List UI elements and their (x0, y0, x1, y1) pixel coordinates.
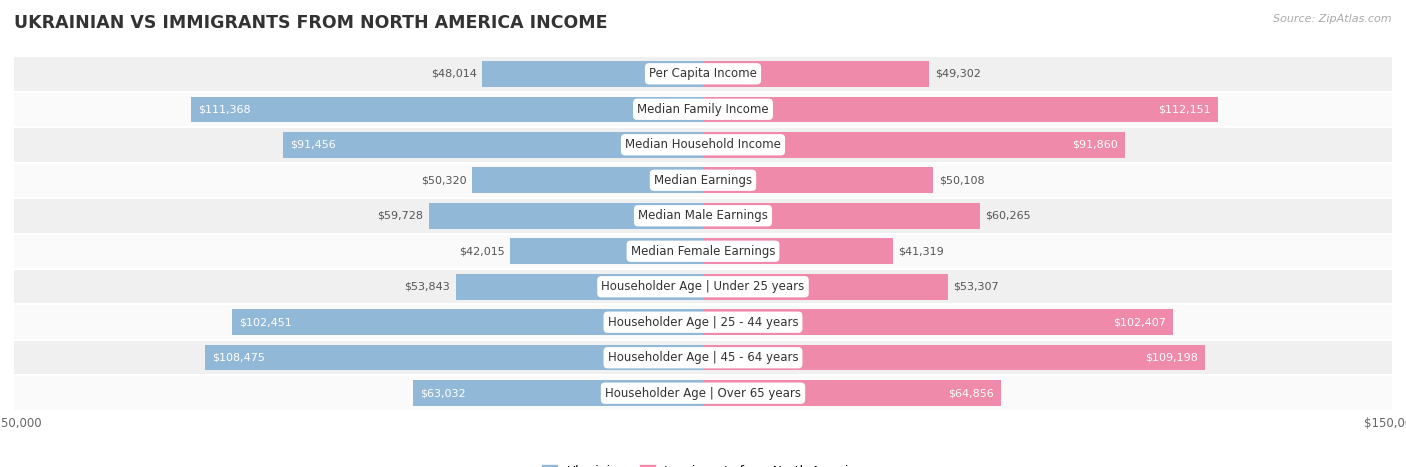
Text: $50,320: $50,320 (420, 175, 467, 185)
Text: $91,860: $91,860 (1073, 140, 1118, 150)
Bar (283, 132, 703, 157)
Bar (703, 97, 1218, 122)
Bar (456, 274, 703, 299)
Text: Householder Age | 25 - 44 years: Householder Age | 25 - 44 years (607, 316, 799, 329)
Bar (14, 198, 1392, 234)
Text: Source: ZipAtlas.com: Source: ZipAtlas.com (1274, 14, 1392, 24)
Bar (703, 239, 893, 264)
Bar (14, 375, 1392, 411)
Text: $42,015: $42,015 (458, 246, 505, 256)
Bar (191, 97, 703, 122)
Bar (703, 61, 929, 86)
Text: UKRAINIAN VS IMMIGRANTS FROM NORTH AMERICA INCOME: UKRAINIAN VS IMMIGRANTS FROM NORTH AMERI… (14, 14, 607, 32)
Bar (14, 340, 1392, 375)
Text: Per Capita Income: Per Capita Income (650, 67, 756, 80)
Text: $102,451: $102,451 (239, 317, 292, 327)
Legend: Ukrainian, Immigrants from North America: Ukrainian, Immigrants from North America (537, 460, 869, 467)
Text: Householder Age | Under 25 years: Householder Age | Under 25 years (602, 280, 804, 293)
Bar (232, 310, 703, 335)
Text: $108,475: $108,475 (212, 353, 264, 363)
Text: $53,843: $53,843 (405, 282, 450, 292)
Bar (14, 304, 1392, 340)
Bar (472, 168, 703, 193)
Text: $60,265: $60,265 (986, 211, 1031, 221)
Text: $91,456: $91,456 (290, 140, 336, 150)
Text: $111,368: $111,368 (198, 104, 252, 114)
Bar (703, 310, 1174, 335)
Bar (703, 381, 1001, 406)
Text: $49,302: $49,302 (935, 69, 981, 79)
Text: Median Earnings: Median Earnings (654, 174, 752, 187)
Text: Median Female Earnings: Median Female Earnings (631, 245, 775, 258)
Text: $53,307: $53,307 (953, 282, 1000, 292)
Text: Householder Age | 45 - 64 years: Householder Age | 45 - 64 years (607, 351, 799, 364)
Text: $59,728: $59,728 (377, 211, 423, 221)
Bar (703, 274, 948, 299)
Text: $41,319: $41,319 (898, 246, 943, 256)
Text: $64,856: $64,856 (948, 388, 994, 398)
Bar (14, 269, 1392, 304)
Bar (429, 203, 703, 228)
Bar (703, 168, 934, 193)
Text: $102,407: $102,407 (1114, 317, 1167, 327)
Text: Median Male Earnings: Median Male Earnings (638, 209, 768, 222)
Bar (14, 56, 1392, 92)
Bar (703, 345, 1205, 370)
Text: Median Household Income: Median Household Income (626, 138, 780, 151)
Bar (14, 127, 1392, 163)
Bar (14, 163, 1392, 198)
Text: $48,014: $48,014 (432, 69, 477, 79)
Bar (14, 92, 1392, 127)
Text: $63,032: $63,032 (420, 388, 465, 398)
Text: $50,108: $50,108 (939, 175, 984, 185)
Text: $109,198: $109,198 (1144, 353, 1198, 363)
Text: Median Family Income: Median Family Income (637, 103, 769, 116)
Text: Householder Age | Over 65 years: Householder Age | Over 65 years (605, 387, 801, 400)
Bar (703, 203, 980, 228)
Bar (14, 234, 1392, 269)
Bar (703, 132, 1125, 157)
Text: $112,151: $112,151 (1159, 104, 1211, 114)
Bar (482, 61, 703, 86)
Bar (510, 239, 703, 264)
Bar (205, 345, 703, 370)
Bar (413, 381, 703, 406)
